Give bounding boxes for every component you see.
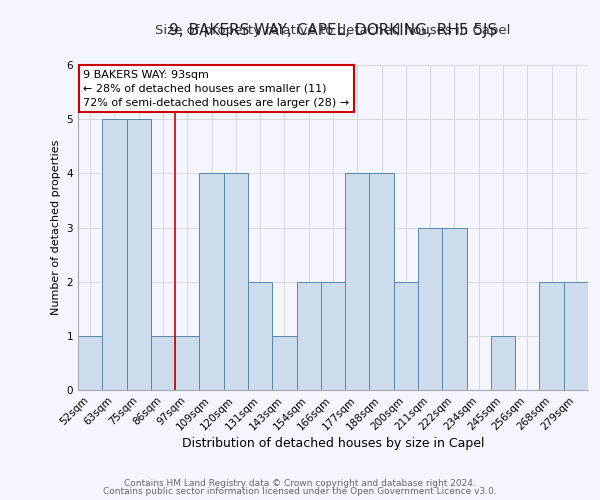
Bar (272, 336, 296, 390)
Bar (418, 228, 442, 390)
Text: 9, BAKERS WAY, CAPEL, DORKING, RH5 5JS: 9, BAKERS WAY, CAPEL, DORKING, RH5 5JS (169, 22, 497, 38)
Text: 9 BAKERS WAY: 93sqm
← 28% of detached houses are smaller (11)
72% of semi-detach: 9 BAKERS WAY: 93sqm ← 28% of detached ho… (83, 70, 349, 108)
Bar (394, 282, 418, 390)
Bar (199, 174, 224, 390)
Bar (491, 336, 515, 390)
Bar (175, 336, 199, 390)
Bar (224, 174, 248, 390)
Bar (151, 336, 175, 390)
Bar (127, 119, 151, 390)
Text: Contains public sector information licensed under the Open Government Licence v3: Contains public sector information licen… (103, 487, 497, 496)
Bar (442, 228, 467, 390)
Bar (564, 282, 588, 390)
Bar (370, 174, 394, 390)
Bar (539, 282, 564, 390)
Bar (78, 336, 102, 390)
Bar (102, 119, 127, 390)
Text: Contains HM Land Registry data © Crown copyright and database right 2024.: Contains HM Land Registry data © Crown c… (124, 478, 476, 488)
Title: Size of property relative to detached houses in Capel: Size of property relative to detached ho… (155, 24, 511, 38)
Bar (248, 282, 272, 390)
Bar (296, 282, 321, 390)
Bar (321, 282, 345, 390)
Bar (345, 174, 370, 390)
Y-axis label: Number of detached properties: Number of detached properties (51, 140, 61, 315)
X-axis label: Distribution of detached houses by size in Capel: Distribution of detached houses by size … (182, 438, 484, 450)
